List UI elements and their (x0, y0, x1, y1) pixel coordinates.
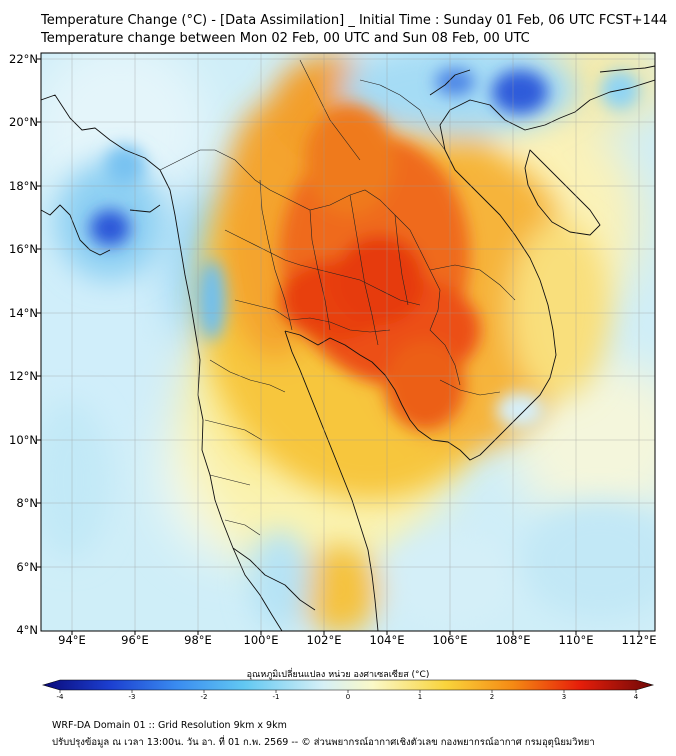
lon-tick-label: 104°E (369, 633, 405, 647)
colorbar-tick-label: 1 (417, 693, 423, 701)
lon-tick-label: 110°E (558, 633, 594, 647)
lat-tick-label: 22°N (9, 52, 38, 66)
lon-tick-label: 94°E (58, 633, 86, 647)
colorbar-tick-label: -1 (272, 693, 280, 701)
lat-tick-label: 20°N (9, 115, 38, 129)
lat-tick-label: 8°N (16, 496, 38, 510)
colorbar-label: อุณหภูมิเปลี่ยนแปลง หน่วย องศาเซลเซียส (… (246, 670, 430, 680)
temperature-field (41, 53, 655, 631)
lat-tick-label: 10°N (9, 433, 38, 447)
axis-ticks (37, 58, 640, 635)
colorbar-tick-label: -4 (56, 693, 64, 701)
lon-tick-label: 96°E (121, 633, 149, 647)
colorbar-tick-label: 2 (489, 693, 495, 701)
lat-tick-label: 16°N (9, 242, 38, 256)
footer-credit: ปรับปรุงข้อมูล ณ เวลา 13:00น. วัน อา. ที… (52, 737, 595, 748)
lat-tick-label: 18°N (9, 179, 38, 193)
colorbar-tick-label: -3 (128, 693, 136, 701)
lon-tick-label: 100°E (243, 633, 279, 647)
chart-title: Temperature Change (°C) - [Data Assimila… (41, 13, 668, 28)
lat-tick-label: 4°N (16, 623, 38, 637)
lon-tick-label: 102°E (306, 633, 342, 647)
lon-tick-label: 108°E (495, 633, 531, 647)
colorbar-tick-label: 0 (345, 693, 351, 701)
lat-tick-label: 14°N (9, 306, 38, 320)
colorbar-tick-label: -2 (200, 693, 208, 701)
colorbar-tick-label: 3 (561, 693, 567, 701)
lon-tick-label: 106°E (432, 633, 468, 647)
map-frame (40, 52, 656, 632)
lat-tick-label: 12°N (9, 369, 38, 383)
colorbar (41, 679, 655, 693)
graticule (41, 53, 655, 631)
lat-tick-label: 6°N (16, 560, 38, 574)
province-borders (159, 59, 516, 536)
chart-subtitle: Temperature change between Mon 02 Feb, 0… (41, 31, 530, 46)
lon-tick-label: 112°E (621, 633, 657, 647)
lon-tick-label: 98°E (184, 633, 212, 647)
footer-model-info: WRF-DA Domain 01 :: Grid Resolution 9km … (52, 720, 287, 731)
coastlines (41, 65, 655, 631)
colorbar-tick-label: 4 (633, 693, 639, 701)
